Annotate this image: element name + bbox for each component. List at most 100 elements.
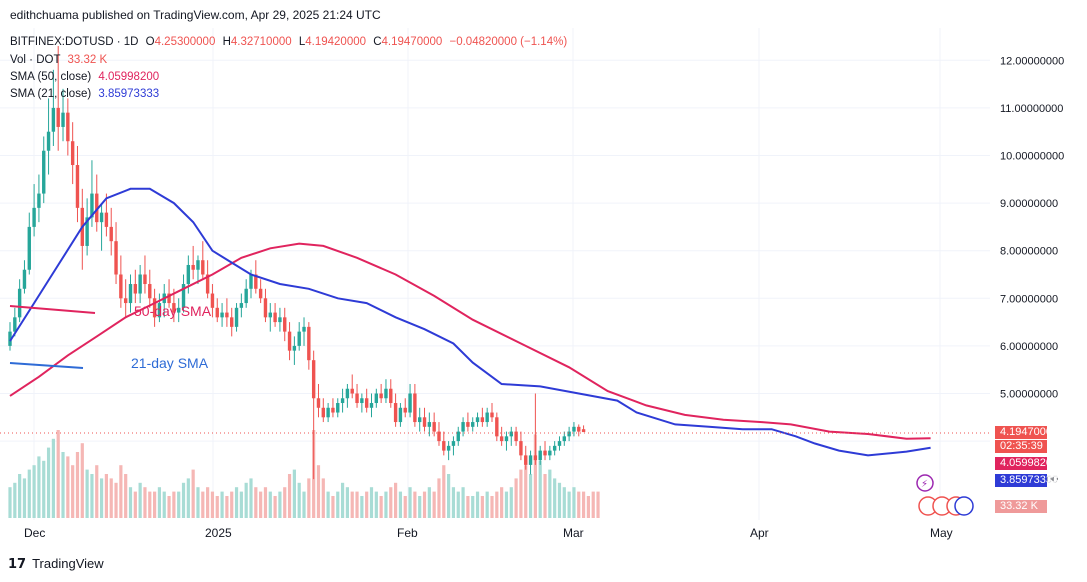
volume-bar bbox=[519, 469, 523, 518]
candle-body bbox=[46, 131, 51, 151]
candle bbox=[499, 426, 504, 446]
sma21-label: SMA (21, close) bbox=[10, 88, 92, 100]
volume-bar bbox=[331, 496, 335, 518]
volume-bar bbox=[46, 447, 51, 518]
candle-body bbox=[42, 150, 46, 194]
volume-bar bbox=[230, 491, 234, 518]
price-axis[interactable]: 12.00000000 11.00000000 10.00000000 9.00000… bbox=[1000, 55, 1064, 486]
candle-body bbox=[499, 436, 504, 442]
candle bbox=[17, 279, 22, 323]
candle-body bbox=[528, 455, 533, 465]
candle bbox=[562, 431, 566, 446]
candle bbox=[201, 241, 205, 280]
candle-body bbox=[273, 312, 277, 323]
candle bbox=[311, 350, 316, 480]
candle-body bbox=[37, 193, 41, 208]
candle bbox=[504, 431, 509, 451]
y-tick-label: 11.00000000 bbox=[1000, 103, 1063, 115]
candle-body bbox=[191, 264, 195, 270]
candle bbox=[283, 307, 287, 342]
candle bbox=[446, 441, 451, 461]
volume-bar bbox=[524, 465, 528, 518]
candle bbox=[205, 260, 210, 299]
candle-body bbox=[514, 431, 518, 442]
volume-bar bbox=[581, 491, 586, 518]
candle-body bbox=[485, 412, 489, 423]
candle bbox=[364, 388, 369, 413]
x-tick-label: Feb bbox=[397, 526, 418, 540]
candle bbox=[336, 398, 340, 418]
volume-bar bbox=[268, 491, 272, 518]
volume-bar bbox=[104, 474, 108, 518]
candle bbox=[128, 274, 133, 313]
candle bbox=[538, 445, 542, 465]
candle bbox=[46, 98, 51, 175]
candle-body bbox=[577, 426, 581, 432]
candle-body bbox=[567, 431, 571, 437]
sma21-legend[interactable]: SMA (21, close) 3.85973333 bbox=[10, 88, 159, 100]
volume-bar bbox=[495, 491, 499, 518]
time-axis[interactable]: Dec 2025 Feb Mar Apr May bbox=[24, 526, 953, 540]
candle-body bbox=[230, 317, 234, 327]
y-tick-label: 12.00000000 bbox=[1000, 55, 1064, 67]
volume-bar bbox=[562, 487, 566, 518]
candle-body bbox=[205, 274, 210, 294]
tradingview-logo[interactable]: 𝟭𝟳 TradingView bbox=[8, 556, 104, 572]
candle bbox=[287, 322, 292, 361]
candle bbox=[345, 383, 350, 408]
volume-bar bbox=[316, 465, 321, 518]
volume-bar bbox=[490, 496, 494, 518]
candle bbox=[138, 264, 142, 304]
candle bbox=[239, 293, 244, 318]
y-tick-label: 9.00000000 bbox=[1000, 198, 1058, 210]
candle-body bbox=[167, 293, 171, 304]
candle bbox=[524, 445, 528, 470]
volume-bar bbox=[437, 478, 441, 518]
candle bbox=[273, 303, 277, 327]
candle bbox=[133, 269, 138, 304]
volume-bar bbox=[514, 478, 518, 518]
candle bbox=[104, 193, 109, 237]
volume-bar bbox=[249, 478, 253, 518]
candle-body bbox=[56, 107, 60, 127]
candle bbox=[581, 425, 586, 433]
volume-bar bbox=[360, 496, 364, 518]
volume-bar bbox=[27, 469, 31, 518]
candle-body bbox=[340, 398, 345, 404]
candle bbox=[567, 426, 571, 442]
volume-legend[interactable]: Vol · DOT 33.32 K bbox=[10, 54, 107, 66]
candle bbox=[8, 322, 12, 351]
candle bbox=[95, 174, 99, 232]
volume-bar bbox=[336, 491, 340, 518]
candle bbox=[119, 255, 123, 308]
candle-body bbox=[22, 269, 27, 289]
candle-body bbox=[283, 317, 287, 332]
volume-bar bbox=[99, 478, 104, 518]
x-tick-label: 2025 bbox=[205, 526, 232, 540]
candle-body bbox=[471, 422, 475, 427]
volume-bar bbox=[143, 487, 147, 518]
candlesticks bbox=[8, 46, 586, 480]
sma50-legend[interactable]: SMA (50, close) 4.05998200 bbox=[10, 71, 159, 83]
volume-bar bbox=[37, 456, 41, 518]
candle bbox=[360, 393, 364, 413]
volume-bar bbox=[557, 482, 562, 518]
candle-body bbox=[75, 165, 80, 208]
compare-icons[interactable]: ⚡ bbox=[916, 474, 974, 516]
candle bbox=[109, 207, 113, 256]
candle-body bbox=[442, 441, 446, 451]
candle-body bbox=[172, 303, 176, 313]
chart-grid bbox=[0, 28, 990, 520]
candle bbox=[557, 436, 562, 451]
candle-body bbox=[533, 455, 538, 461]
candle-body bbox=[369, 403, 374, 408]
symbol-label[interactable]: BITFINEX:DOTUSD · 1D bbox=[10, 36, 139, 48]
volume-bar bbox=[80, 443, 84, 518]
candle-body bbox=[95, 193, 99, 223]
candle bbox=[514, 426, 518, 446]
volume-bar bbox=[586, 496, 590, 518]
candle-body bbox=[143, 274, 147, 285]
volume-bar bbox=[124, 474, 128, 518]
volume-label: Vol · DOT bbox=[10, 54, 61, 66]
